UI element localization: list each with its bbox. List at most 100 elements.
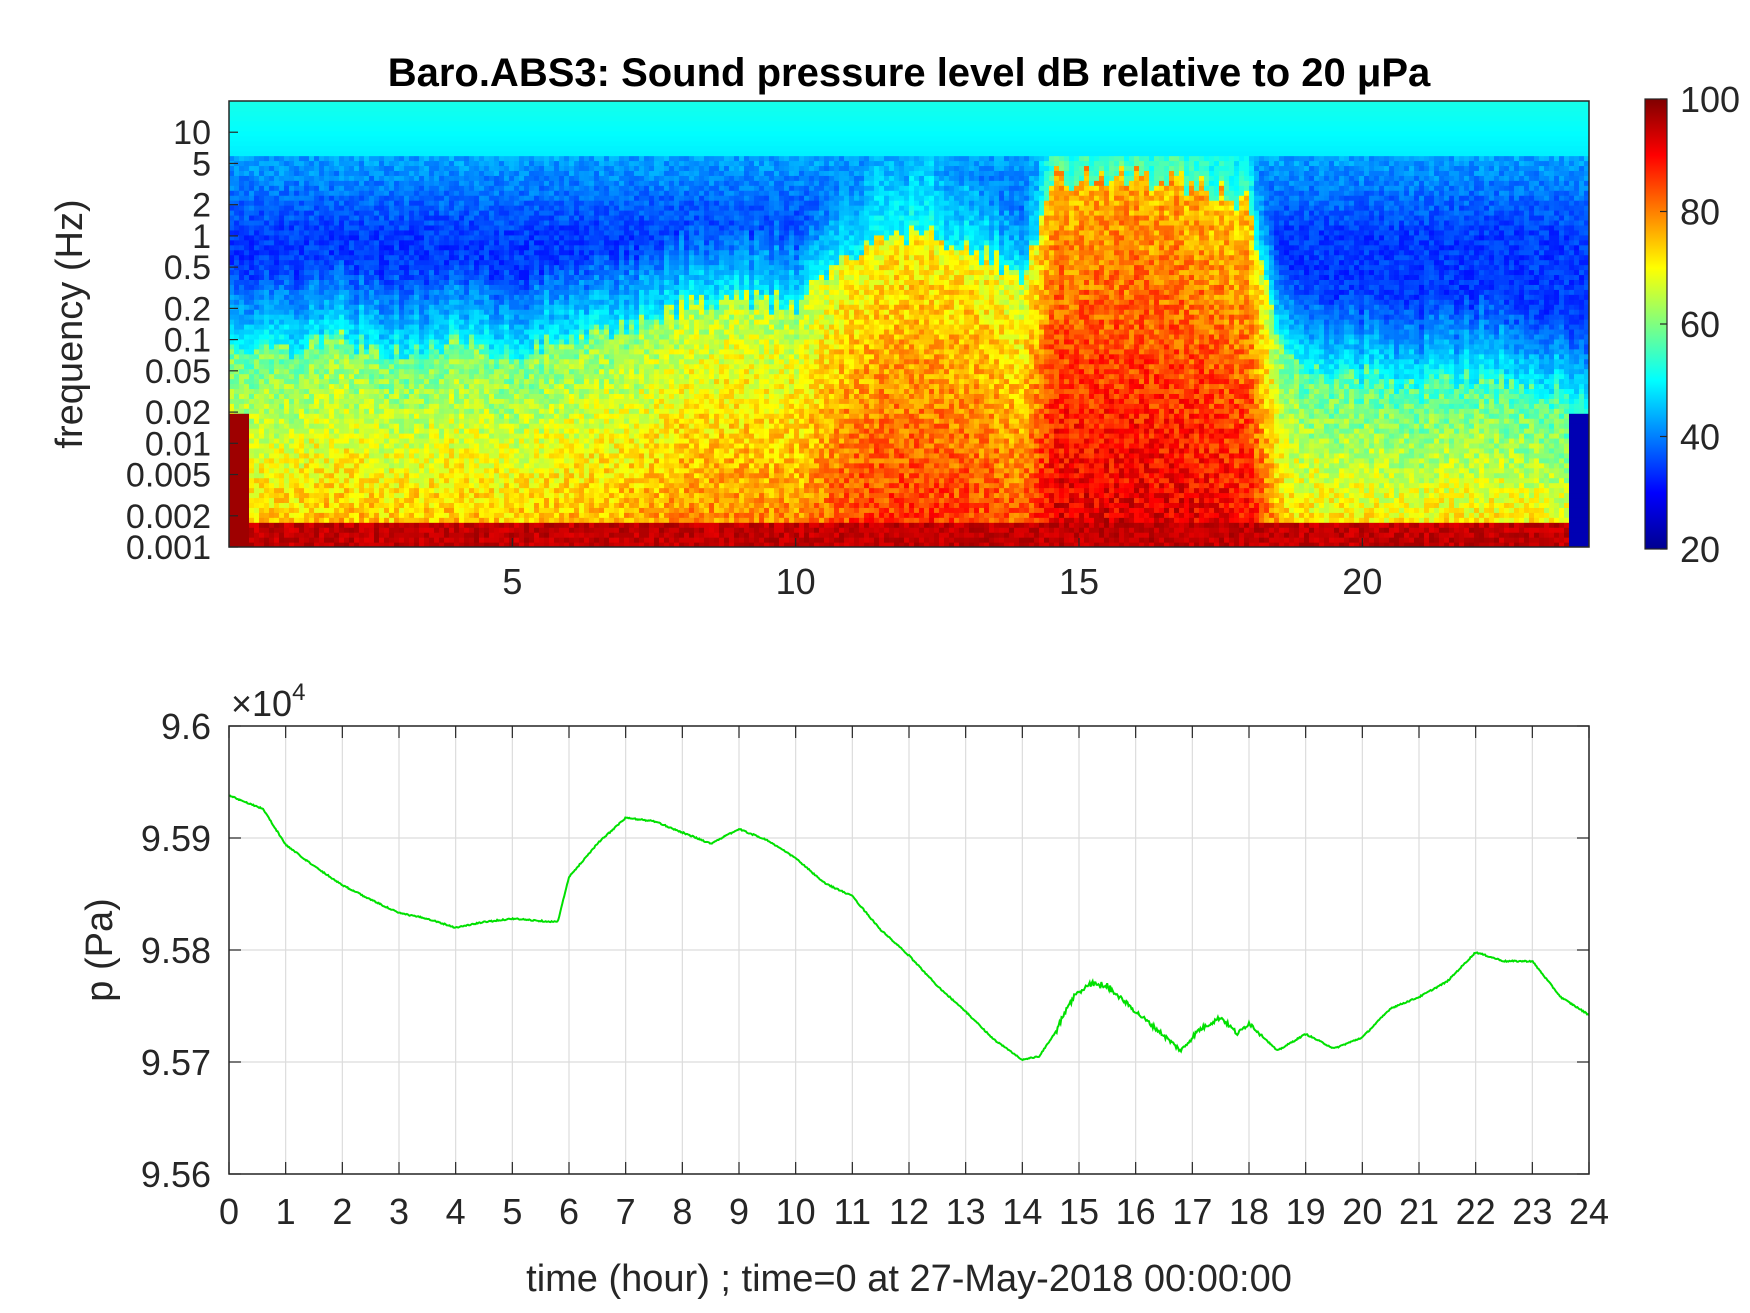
spectrogram-cell (389, 125, 395, 132)
spectrogram-cell (299, 383, 305, 390)
spectrogram-cell (234, 477, 240, 484)
spectrogram-cell (339, 205, 345, 211)
spectrogram-cell (329, 413, 335, 419)
spectrogram-cell (299, 457, 305, 464)
spectrogram-cell (409, 512, 415, 518)
spectrogram-cell (449, 319, 455, 325)
spectrogram-cell (394, 229, 400, 236)
spectrogram-cell (394, 140, 400, 147)
spectrogram-cell (419, 532, 425, 538)
spectrogram-cell (234, 418, 240, 424)
spectrogram-cell (444, 130, 450, 137)
spectrogram-cell (239, 314, 245, 320)
spectrogram-cell (464, 388, 470, 394)
spectrogram-cell (339, 328, 345, 335)
spectrogram-cell (244, 477, 250, 484)
spectrogram-cell (434, 522, 440, 528)
spectrogram-cell (349, 373, 355, 380)
spectrogram-cell (374, 398, 380, 404)
spectrogram-cell (474, 259, 480, 266)
spectrogram-cell (479, 482, 485, 489)
spectrogram-cell (269, 472, 275, 479)
spectrogram-cell (354, 353, 360, 360)
spectrogram-cell (464, 254, 470, 261)
spectrogram-cell (264, 338, 270, 345)
spectrogram-cell (239, 324, 245, 330)
spectrogram-cell (324, 328, 330, 335)
spectrogram-cell (264, 378, 270, 385)
spectrogram-cell (374, 105, 380, 112)
spectrogram-cell (244, 442, 250, 449)
spectrogram-cell (494, 224, 500, 231)
spectrogram-cell (354, 309, 360, 315)
spectrogram-cell (229, 249, 235, 256)
spectrogram-cell (499, 393, 505, 399)
spectrogram-cell (229, 442, 235, 449)
spectrogram-cell (309, 537, 315, 543)
spectrogram-cell (274, 274, 280, 280)
spectrogram-cell (364, 269, 370, 276)
spectrogram-cell (494, 110, 500, 117)
spectrogram-cell (424, 442, 430, 449)
spectrogram-cell (244, 299, 250, 305)
spectrogram-cell (444, 210, 450, 216)
spectrogram-cell (454, 373, 460, 380)
spectrogram-cell (329, 101, 335, 107)
spectrogram-cell (434, 205, 440, 211)
spectrogram-cell (464, 428, 470, 434)
spectrogram-cell (439, 120, 445, 127)
spectrogram-cell (484, 140, 490, 147)
spectrogram-cell (359, 110, 365, 117)
spectrogram-cell (229, 512, 235, 518)
spectrogram-cell (499, 442, 505, 449)
spectrogram-cell (464, 314, 470, 320)
spectrogram-cell (494, 130, 500, 137)
spectrogram-cell (394, 512, 400, 518)
spectrogram-cell (499, 353, 505, 360)
spectrogram-cell (414, 358, 420, 365)
spectrogram-cell (279, 343, 285, 350)
spectrogram-cell (494, 120, 500, 127)
spectrogram-cell (484, 120, 490, 127)
spectrogram-cell (359, 195, 365, 201)
spectrogram-cell (434, 274, 440, 280)
spectrogram-cell (394, 418, 400, 424)
spectrogram-cell (349, 502, 355, 508)
spectrogram-cell (264, 522, 270, 528)
spectrogram-cell (429, 408, 435, 414)
spectrogram-cell (289, 373, 295, 380)
spectrogram-cell (469, 279, 475, 285)
spectrogram-cell (249, 418, 255, 424)
spectrogram-cell (294, 135, 300, 142)
spectrogram-cell (234, 338, 240, 345)
spectrogram-cell (249, 210, 255, 216)
spectrogram-cell (239, 487, 245, 494)
spectrogram-cell (484, 428, 490, 434)
spectrogram-cell (324, 378, 330, 385)
spectrogram-cell (279, 259, 285, 266)
spectrogram-cell (299, 229, 305, 236)
spectrogram-cell (274, 512, 280, 518)
spectrogram-cell (454, 200, 460, 206)
spectrogram-cell (269, 517, 275, 523)
spectrogram-cell (269, 537, 275, 543)
spectrogram-cell (364, 418, 370, 424)
spectrogram-cell (229, 497, 235, 503)
spectrogram-cell (244, 254, 250, 261)
spectrogram-cell (324, 284, 330, 290)
spectrogram-cell (334, 442, 340, 449)
spectrogram-cell (424, 437, 430, 444)
spectrogram-cell (454, 537, 460, 543)
spectrogram-cell (489, 368, 495, 375)
spectrogram-cell (454, 542, 460, 547)
spectrogram-cell (419, 363, 425, 370)
spectrogram-cell (499, 249, 505, 256)
spectrogram-cell (469, 522, 475, 528)
spectrogram-cell (399, 373, 405, 380)
spectrogram-cell (379, 234, 385, 241)
spectrogram-cell (329, 105, 335, 112)
spectrogram-cell (479, 368, 485, 375)
spectrogram-cell (354, 170, 360, 176)
spectrogram-cell (389, 423, 395, 429)
spectrogram-cell (359, 398, 365, 404)
